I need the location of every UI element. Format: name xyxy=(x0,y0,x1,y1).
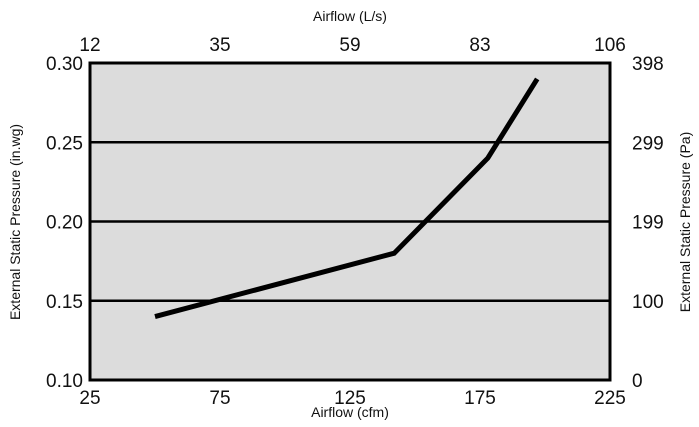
x2-tick-label: 35 xyxy=(209,35,230,56)
y2-axis-title: External Static Pressure (Pa) xyxy=(677,132,693,313)
y-tick-label: 0.10 xyxy=(46,371,83,392)
y-tick-label: 0.20 xyxy=(46,213,83,234)
grid-lines xyxy=(90,141,610,302)
x2-tick-label: 59 xyxy=(339,35,360,56)
y2-tick-label: 100 xyxy=(632,292,664,313)
x2-tick-label: 83 xyxy=(469,35,490,56)
x-axis-title: Airflow (cfm) xyxy=(311,404,389,420)
x2-tick-label: 12 xyxy=(79,35,100,56)
y-tick-label: 0.30 xyxy=(46,54,83,75)
series-line xyxy=(154,77,540,320)
x-tick-label: 75 xyxy=(209,388,230,409)
x2-tick-label: 106 xyxy=(594,35,626,56)
tick-labels: 25 75 125 175 225 12 35 59 83 106 0.10 0.15 0.20 0.25… xyxy=(46,35,664,409)
x2-axis-title: Airflow (L/s) xyxy=(313,8,387,24)
y2-tick-label: 299 xyxy=(632,133,664,154)
x-tick-label: 175 xyxy=(464,388,496,409)
y2-tick-label: 398 xyxy=(632,54,664,75)
y2-tick-label: 0 xyxy=(632,371,643,392)
x-tick-label: 25 xyxy=(79,388,100,409)
series-layer xyxy=(154,77,540,320)
y-tick-label: 0.25 xyxy=(46,133,83,154)
y-tick-label: 0.15 xyxy=(46,292,83,313)
y2-tick-label: 199 xyxy=(632,213,664,234)
x-tick-label: 225 xyxy=(594,388,626,409)
y-axis-title: External Static Pressure (in.wg) xyxy=(7,124,23,320)
x-tick-label: 125 xyxy=(334,388,366,409)
